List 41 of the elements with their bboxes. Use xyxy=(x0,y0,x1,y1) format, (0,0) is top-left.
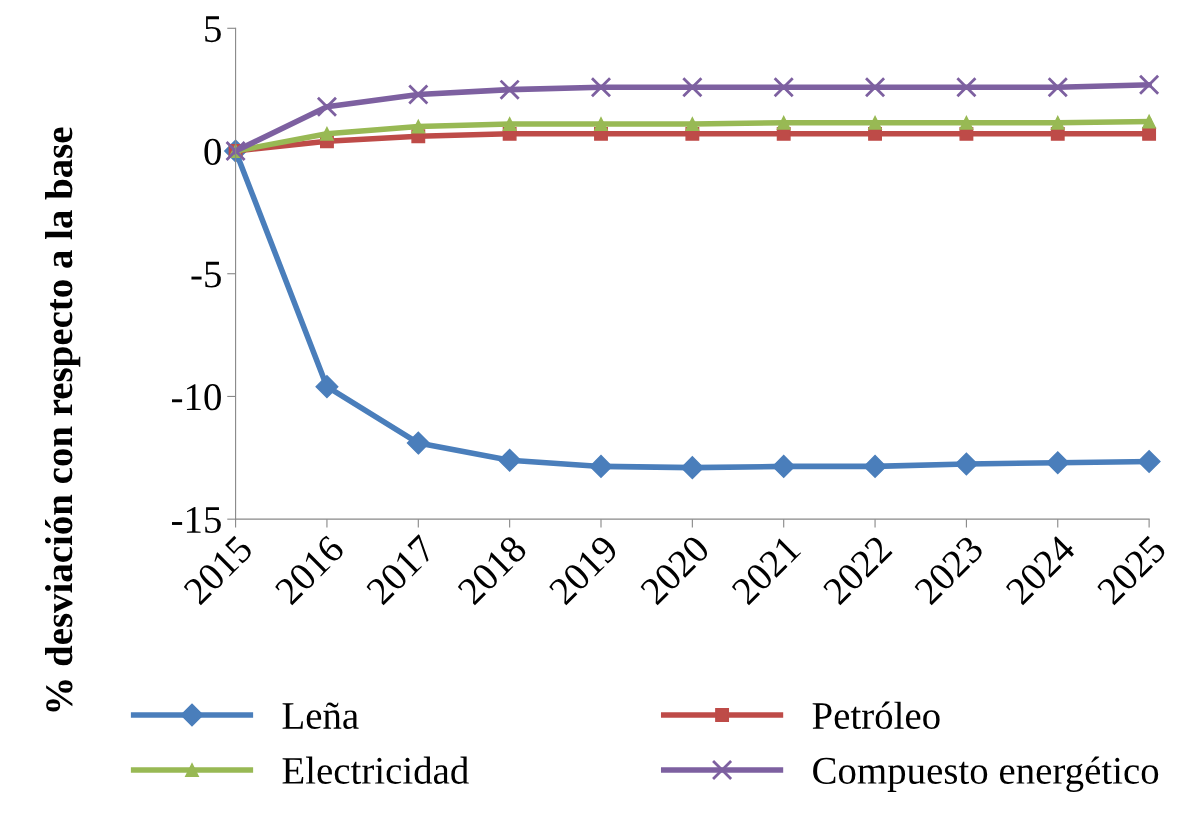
y-tick-label: -5 xyxy=(191,261,221,288)
point xyxy=(1138,74,1160,96)
point xyxy=(319,126,334,141)
point xyxy=(502,117,517,131)
point xyxy=(954,452,978,476)
point xyxy=(776,115,791,130)
y-tick-label: 5 xyxy=(205,16,221,43)
point xyxy=(411,119,426,134)
legend-label: Leña xyxy=(282,702,359,730)
point xyxy=(1137,449,1161,473)
point xyxy=(594,117,608,131)
point xyxy=(315,375,339,399)
point xyxy=(1142,114,1157,129)
point xyxy=(407,84,429,105)
point xyxy=(1047,76,1069,98)
point xyxy=(406,431,430,455)
legend-label: Electricidad xyxy=(282,756,469,784)
legend-label: Petróleo xyxy=(812,701,940,730)
point xyxy=(868,115,883,130)
y-tick-label: -10 xyxy=(172,384,221,411)
point xyxy=(773,76,795,98)
point xyxy=(680,456,704,480)
point xyxy=(1142,126,1157,141)
point xyxy=(1046,451,1070,475)
point xyxy=(864,76,886,98)
point xyxy=(316,96,338,118)
point xyxy=(498,448,522,472)
point xyxy=(590,76,612,98)
legend-label: Compuesto energético xyxy=(813,756,1159,792)
point xyxy=(589,454,613,478)
point xyxy=(955,76,977,98)
y-tick-label: 0 xyxy=(204,138,221,165)
point xyxy=(681,76,703,98)
point xyxy=(772,454,796,478)
point xyxy=(959,115,974,130)
point xyxy=(1050,115,1065,130)
y-tick-label: -15 xyxy=(172,506,221,534)
point xyxy=(499,79,521,101)
y-axis-title: % desviación con respecto a la base xyxy=(44,127,81,712)
point xyxy=(863,454,887,478)
point xyxy=(685,117,700,131)
